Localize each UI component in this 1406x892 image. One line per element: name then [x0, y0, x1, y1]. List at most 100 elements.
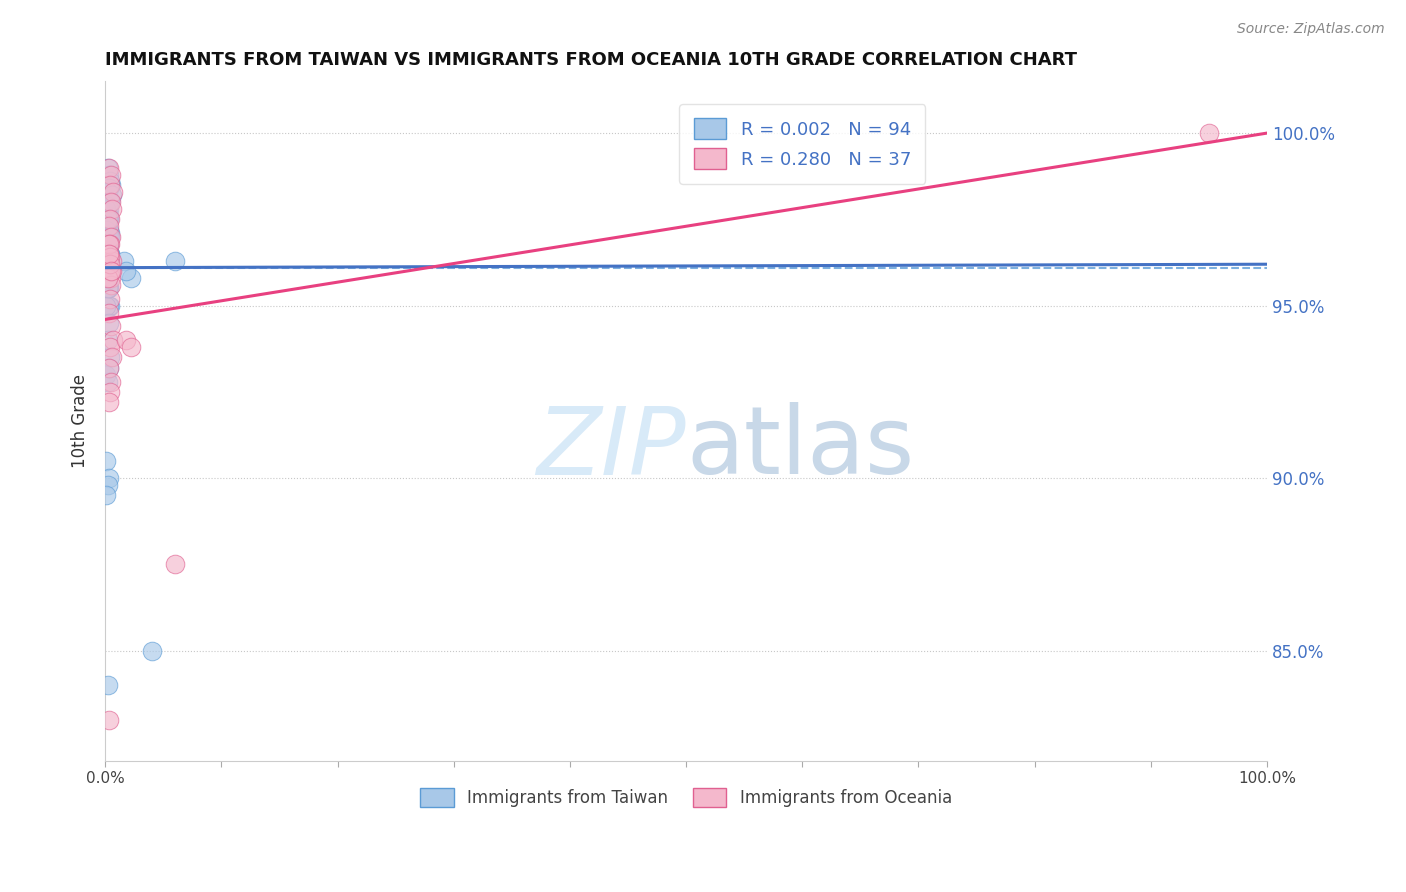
Point — [101, 202, 124, 216]
Point — [97, 236, 120, 251]
Text: IMMIGRANTS FROM TAIWAN VS IMMIGRANTS FROM OCEANIA 10TH GRADE CORRELATION CHART: IMMIGRANTS FROM TAIWAN VS IMMIGRANTS FRO… — [105, 51, 1077, 69]
Point — [96, 260, 118, 275]
Point — [96, 253, 118, 268]
Point — [103, 185, 125, 199]
Point — [98, 174, 121, 188]
Point — [96, 198, 118, 212]
Point — [96, 271, 118, 285]
Point — [97, 209, 120, 223]
Point — [96, 333, 118, 347]
Point — [97, 229, 120, 244]
Point — [98, 340, 121, 354]
Point — [96, 271, 118, 285]
Point — [120, 340, 142, 354]
Point — [101, 188, 124, 202]
Point — [96, 264, 118, 278]
Point — [98, 247, 121, 261]
Point — [96, 253, 118, 268]
Point — [120, 271, 142, 285]
Point — [100, 264, 122, 278]
Point — [97, 264, 120, 278]
Point — [103, 333, 125, 347]
Point — [1198, 126, 1220, 140]
Point — [96, 212, 118, 227]
Point — [96, 223, 118, 237]
Point — [96, 271, 118, 285]
Point — [100, 195, 122, 210]
Point — [98, 264, 121, 278]
Point — [97, 253, 120, 268]
Point — [100, 375, 122, 389]
Point — [96, 368, 118, 382]
Point — [96, 223, 118, 237]
Point — [96, 205, 118, 219]
Point — [96, 281, 118, 295]
Point — [96, 281, 118, 295]
Point — [98, 299, 121, 313]
Point — [115, 333, 138, 347]
Point — [100, 271, 122, 285]
Point — [98, 178, 121, 192]
Point — [96, 271, 118, 285]
Point — [98, 384, 121, 399]
Point — [98, 292, 121, 306]
Point — [100, 319, 122, 334]
Point — [97, 305, 120, 319]
Text: ZIP: ZIP — [537, 403, 686, 494]
Point — [96, 229, 118, 244]
Point — [97, 161, 120, 175]
Point — [96, 216, 118, 230]
Point — [96, 236, 118, 251]
Point — [96, 281, 118, 295]
Point — [97, 264, 120, 278]
Point — [96, 250, 118, 264]
Point — [98, 247, 121, 261]
Point — [100, 178, 122, 192]
Point — [97, 212, 120, 227]
Point — [96, 264, 118, 278]
Point — [97, 223, 120, 237]
Point — [97, 247, 120, 261]
Point — [96, 161, 118, 175]
Point — [98, 195, 121, 210]
Text: Source: ZipAtlas.com: Source: ZipAtlas.com — [1237, 22, 1385, 37]
Point — [97, 360, 120, 375]
Point — [96, 229, 118, 244]
Point — [98, 351, 121, 365]
Point — [97, 395, 120, 409]
Point — [96, 219, 118, 234]
Text: atlas: atlas — [686, 402, 914, 494]
Point — [97, 181, 120, 195]
Point — [100, 277, 122, 292]
Point — [96, 247, 118, 261]
Point — [97, 202, 120, 216]
Point — [97, 247, 120, 261]
Point — [98, 253, 121, 268]
Point — [101, 253, 124, 268]
Point — [97, 281, 120, 295]
Point — [96, 275, 118, 289]
Point — [96, 299, 118, 313]
Point — [96, 281, 118, 295]
Point — [101, 351, 124, 365]
Point — [97, 299, 120, 313]
Point — [96, 264, 118, 278]
Y-axis label: 10th Grade: 10th Grade — [72, 375, 89, 468]
Point — [97, 236, 120, 251]
Point — [97, 277, 120, 292]
Point — [97, 168, 120, 182]
Point — [97, 212, 120, 227]
Point — [96, 264, 118, 278]
Point — [163, 253, 186, 268]
Point — [141, 643, 163, 657]
Point — [98, 257, 121, 271]
Point — [96, 454, 118, 468]
Legend: Immigrants from Taiwan, Immigrants from Oceania: Immigrants from Taiwan, Immigrants from … — [413, 781, 959, 814]
Point — [96, 250, 118, 264]
Point — [96, 264, 118, 278]
Point — [96, 202, 118, 216]
Point — [100, 229, 122, 244]
Point — [100, 168, 122, 182]
Point — [96, 264, 118, 278]
Point — [96, 275, 118, 289]
